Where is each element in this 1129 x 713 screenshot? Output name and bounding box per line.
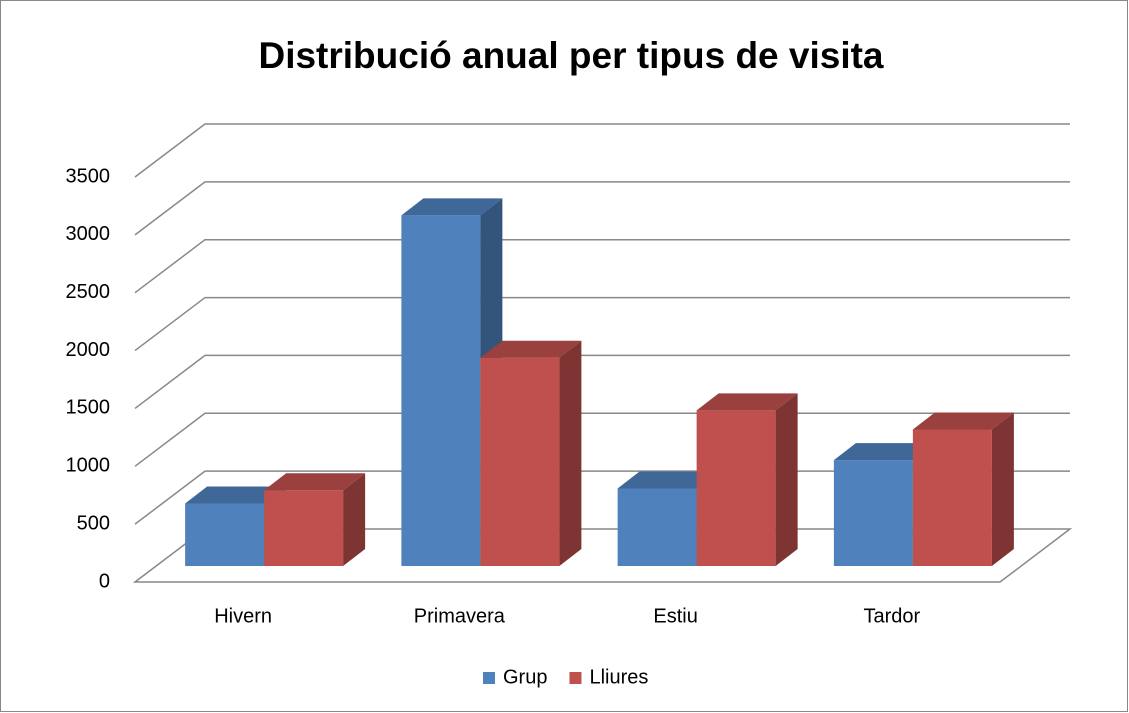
legend-swatch [569,672,582,684]
x-tick-label: Tardor [864,605,921,627]
bar-top [696,393,798,411]
bar-front [696,410,776,566]
y-tick-label: 2500 [66,281,111,303]
bar-top [401,198,503,216]
grid-line [134,354,1070,410]
y-tick-label: 1500 [66,397,111,419]
bar-top [617,471,719,489]
legend-label: Lliures [589,666,648,688]
bar-front [401,215,481,566]
grid-line [134,181,1070,236]
chart-title: Distribució anual per tipus de visita [258,35,883,76]
bar-top [480,340,582,358]
grid-line [134,238,1070,294]
x-tick-label: Estiu [653,605,697,627]
floor [132,528,1073,583]
y-tick-label: 3500 [66,165,111,187]
bar-front [264,490,344,566]
bar-front [912,429,992,566]
y-tick-label: 1000 [66,455,111,477]
bar-side [343,473,366,566]
bar-side [775,393,798,566]
x-tick-label: Hivern [214,605,272,627]
y-tick-label: 3000 [66,223,111,245]
x-tick-label: Primavera [414,605,506,627]
legend-swatch [483,672,495,684]
grid-line [134,123,1070,178]
y-tick-label: 0 [99,570,110,592]
y-tick-label: 500 [77,512,110,534]
bar-front [185,503,265,566]
bar-front [833,460,913,566]
bar-top [264,473,366,491]
bar-top [912,412,1014,430]
legend-label: Grup [503,666,547,688]
bar-top [185,486,287,504]
bar-front [617,488,697,566]
y-tick-label: 2000 [66,339,111,361]
bar-front [480,357,560,566]
bar-side [559,340,582,566]
grid-line [134,296,1070,352]
bar-top [833,443,935,461]
bar-side [991,412,1014,566]
